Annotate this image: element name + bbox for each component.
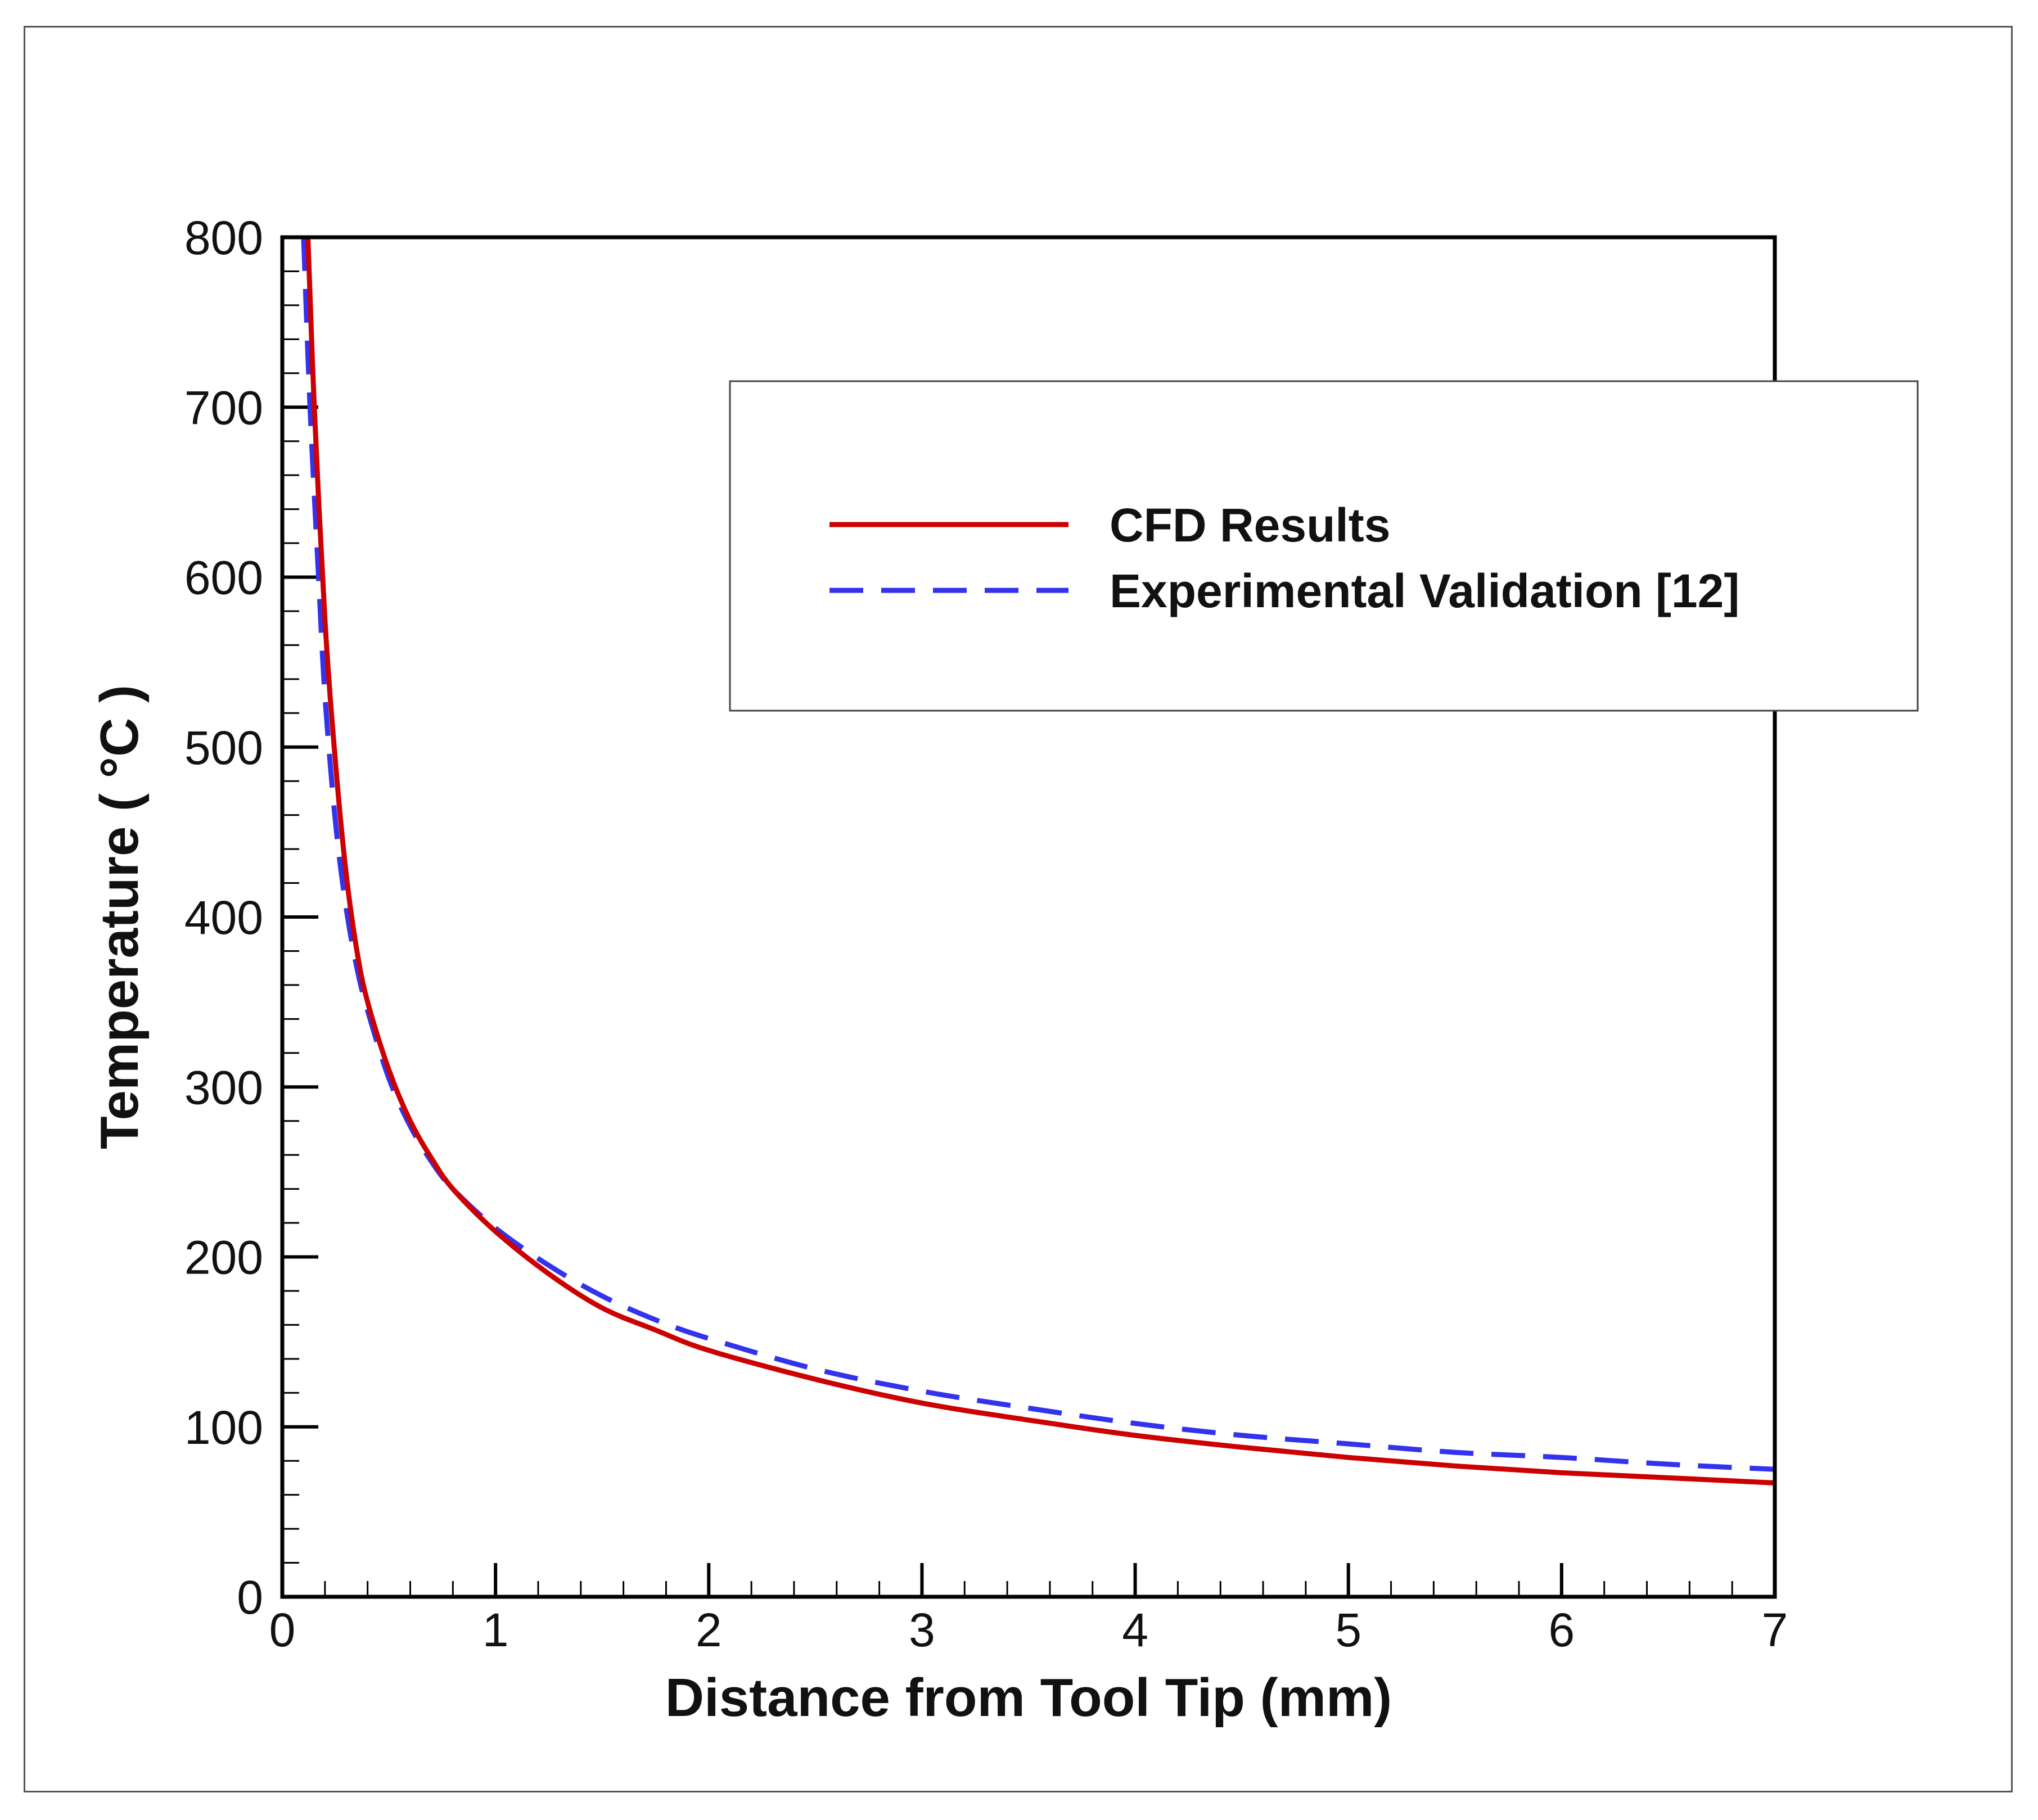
x-tick-label: 6: [1548, 1604, 1575, 1656]
y-tick-label: 200: [184, 1231, 263, 1284]
x-tick-label: 7: [1762, 1604, 1788, 1656]
y-tick-label: 700: [184, 381, 263, 434]
y-axis-title: Temperature ( °C ): [89, 685, 150, 1149]
y-tick-label: 0: [237, 1571, 263, 1624]
x-tick-label: 5: [1335, 1604, 1361, 1656]
y-tick-label: 600: [184, 552, 263, 604]
series-line-experimental-validation-12: [301, 237, 1775, 1472]
series-line-cfd-results: [305, 237, 1775, 1485]
x-tick-label: 1: [483, 1604, 509, 1656]
y-tick-label: 400: [184, 891, 263, 944]
plot-frame: [280, 235, 1777, 1599]
x-tick-label: 2: [696, 1604, 722, 1656]
y-tick-label: 800: [184, 211, 263, 264]
minor-ticks: [282, 270, 1733, 1597]
y-tick-label: 500: [184, 721, 263, 774]
x-tick-label: 0: [269, 1604, 296, 1656]
y-tick-label: 300: [184, 1061, 263, 1114]
series-layer: [301, 237, 1775, 1485]
figure-frame: [24, 26, 2013, 1792]
tick-labels: 0 1 2 3 4 5 6 7 0 100 200 300 400 500 600 700 800: [184, 211, 1788, 1656]
legend-label-experimental-validation: Experimental Validation [12]: [1110, 564, 1739, 617]
legend-box: [729, 380, 1919, 712]
x-tick-label: 3: [909, 1604, 935, 1656]
legend: CFD Results Experimental Validation [12]: [729, 380, 1919, 712]
legend-label-cfd-results: CFD Results: [1110, 499, 1390, 552]
x-tick-label: 4: [1122, 1604, 1148, 1656]
x-axis-title: Distance from Tool Tip (mm): [665, 1668, 1392, 1728]
y-tick-label: 100: [184, 1401, 263, 1454]
